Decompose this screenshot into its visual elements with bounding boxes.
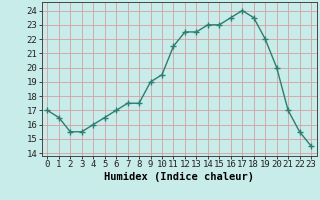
X-axis label: Humidex (Indice chaleur): Humidex (Indice chaleur) [104, 172, 254, 182]
